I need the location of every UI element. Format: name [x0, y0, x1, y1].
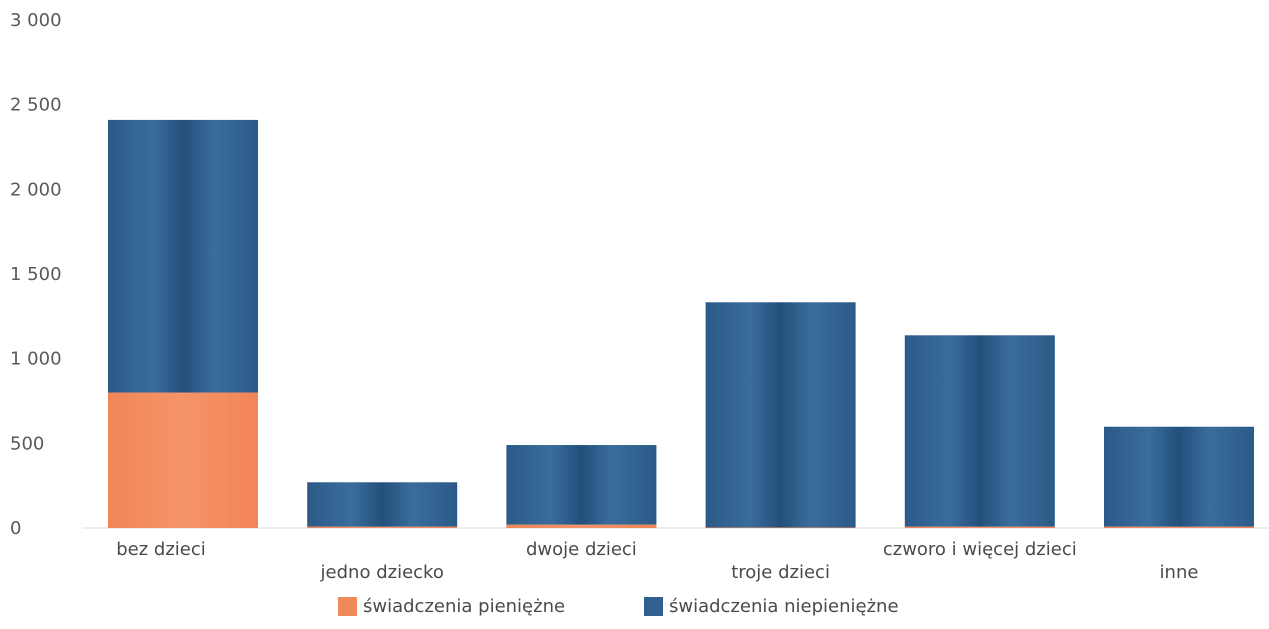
stacked-bar-chart: 0 500 1 000 1 500 2 000 2 500 3 000 bez dzieci…	[10, 10, 1269, 583]
y-tick-label: 500	[10, 433, 44, 454]
y-tick-label: 2 000	[10, 179, 62, 200]
y-tick-label: 2 500	[10, 95, 62, 116]
bar-segment-noncash-4	[904, 335, 1055, 527]
bar-segment-cash-2	[506, 524, 657, 528]
legend-swatch-cash	[338, 597, 357, 616]
x-category-label: dwoje dzieci	[526, 539, 637, 560]
bar-segment-noncash-2	[506, 445, 657, 525]
x-category-label: jedno dziecko	[320, 562, 444, 583]
y-tick-label: 0	[10, 518, 21, 539]
x-category-label: troje dzieci	[731, 562, 830, 583]
legend-label-cash: świadczenia pieniężne	[363, 596, 566, 617]
bar-segment-noncash-0	[108, 119, 258, 393]
bar-segment-cash-1	[307, 526, 458, 528]
y-tick-label: 1 500	[10, 264, 62, 285]
bar-segment-noncash-1	[307, 482, 458, 527]
legend-item-cash: świadczenia pieniężne	[338, 596, 565, 617]
legend: świadczenia pieniężne świadczenia niepie…	[0, 596, 1269, 624]
bar-segment-cash-5	[1104, 526, 1254, 528]
x-category-label: czworo i więcej dzieci	[883, 539, 1077, 560]
x-category-label: bez dzieci	[116, 539, 206, 560]
bar-segment-cash-3	[705, 527, 856, 528]
y-tick-label: 1 000	[10, 349, 62, 370]
bar-segment-noncash-3	[705, 302, 856, 528]
legend-item-noncash: świadczenia niepieniężne	[644, 596, 899, 617]
bar-segment-cash-4	[904, 526, 1055, 528]
legend-label-noncash: świadczenia niepieniężne	[669, 596, 899, 617]
bar-segment-noncash-5	[1104, 426, 1254, 527]
bar-segment-cash-0	[108, 392, 258, 528]
y-tick-label: 3 000	[10, 10, 62, 31]
x-category-label: inne	[1160, 562, 1199, 583]
legend-swatch-noncash	[644, 597, 663, 616]
